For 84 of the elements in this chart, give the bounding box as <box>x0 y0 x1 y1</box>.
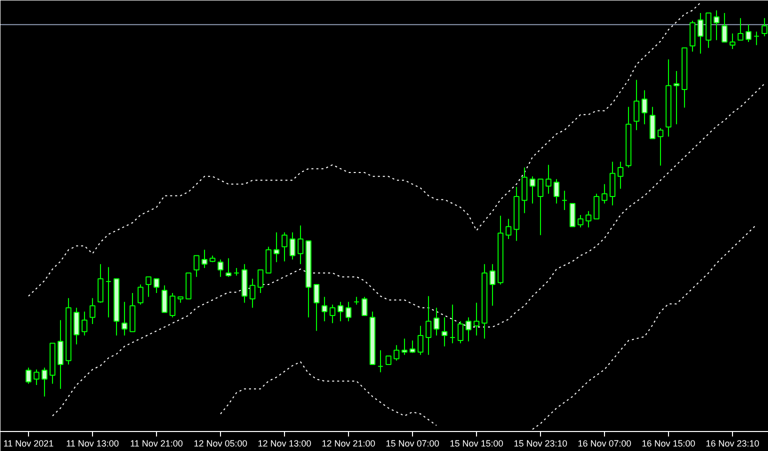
candlestick <box>362 296 368 316</box>
candlestick <box>418 325 424 356</box>
candlestick <box>530 176 536 204</box>
candlestick <box>410 340 416 354</box>
candlestick <box>730 33 736 50</box>
candlestick <box>738 18 744 41</box>
candlestick <box>162 284 168 313</box>
x-tick-label: 12 Nov 21:00 <box>322 438 376 448</box>
x-tick-label: 12 Nov 13:00 <box>258 438 312 448</box>
candlestick <box>442 316 448 347</box>
candlestick <box>522 167 528 214</box>
candlestick <box>610 161 616 206</box>
candlestick <box>250 278 256 308</box>
candlestick <box>538 178 544 236</box>
candlestick <box>106 266 112 318</box>
candlestick <box>58 320 64 390</box>
candlestick <box>194 255 200 278</box>
candlestick <box>202 249 208 268</box>
candlestick <box>298 224 304 265</box>
candlestick <box>690 20 696 52</box>
candlestick <box>378 350 384 373</box>
candlestick <box>602 184 608 204</box>
x-tick-label: 11 Nov 21:00 <box>130 438 183 448</box>
candlestick <box>650 106 656 140</box>
candlestick <box>506 218 512 240</box>
candlestick <box>618 161 624 190</box>
candlestick <box>434 307 440 336</box>
candlestick <box>314 284 320 332</box>
candlestick <box>394 344 400 362</box>
candlestick <box>266 246 272 274</box>
candlestick <box>578 214 584 228</box>
candlestick <box>226 258 232 278</box>
candlestick <box>642 90 648 125</box>
candlestick <box>450 304 456 344</box>
x-tick-label: 16 Nov 07:00 <box>578 438 632 448</box>
candlestick <box>346 301 352 322</box>
candlestick <box>570 202 576 228</box>
x-tick-label: 15 Nov 07:00 <box>386 438 440 448</box>
candlestick <box>330 304 336 324</box>
x-tick-label: 16 Nov 23:10 <box>706 438 760 448</box>
candlestick <box>98 264 104 304</box>
candlestick <box>42 367 48 398</box>
candlestick <box>34 369 40 386</box>
candlestick <box>258 269 264 294</box>
candlestick <box>490 264 496 306</box>
candlestick <box>218 258 224 278</box>
candlestick <box>634 79 640 131</box>
candlestick <box>554 178 560 204</box>
candlestick <box>562 190 568 211</box>
candlestick <box>338 301 344 322</box>
candlestick <box>290 232 296 260</box>
candlestick <box>74 307 80 345</box>
candlestick <box>594 193 600 220</box>
x-tick-label: 12 Nov 05:00 <box>194 438 248 448</box>
candlestick <box>426 296 432 356</box>
candlestick <box>170 292 176 318</box>
candlestick <box>586 210 592 228</box>
candlestick <box>322 296 328 322</box>
x-tick-label: 11 Nov 13:00 <box>66 438 119 448</box>
candlestick <box>82 311 88 336</box>
candlestick <box>402 338 408 356</box>
candlestick <box>282 232 288 262</box>
candlestick <box>722 12 728 43</box>
candlestick <box>458 320 464 344</box>
x-tick-label: 16 Nov 15:00 <box>642 438 696 448</box>
candlestick <box>746 24 752 43</box>
candlestick <box>146 276 152 298</box>
candlestick <box>714 10 720 41</box>
candlestick <box>698 12 704 54</box>
candlestick <box>658 128 664 166</box>
candlestick <box>474 302 480 336</box>
candlestick <box>754 31 760 46</box>
candlestick <box>90 298 96 324</box>
candlestick <box>26 367 32 384</box>
candlestick <box>154 278 160 294</box>
candlestick <box>274 232 280 263</box>
candlestick <box>466 316 472 342</box>
candlestick <box>138 284 144 306</box>
candlestick <box>122 301 128 336</box>
candlestick <box>674 70 680 125</box>
candlestick <box>546 164 552 194</box>
x-tick-label: 15 Nov 15:00 <box>450 438 504 448</box>
x-tick-label: 11 Nov 2021 <box>3 438 54 448</box>
x-tick-label: 15 Nov 23:10 <box>514 438 568 448</box>
